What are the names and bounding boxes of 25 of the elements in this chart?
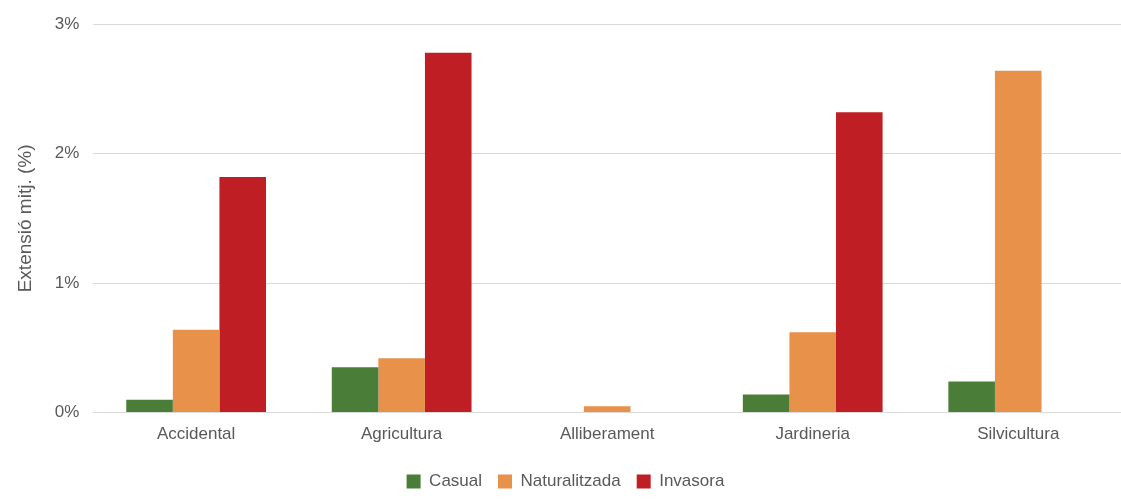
- legend-label: Naturalitzada: [520, 471, 622, 491]
- y-axis-title: Extensió mitj. (%): [13, 144, 35, 293]
- bar: [948, 381, 995, 413]
- legend-label: Casual: [429, 471, 483, 491]
- x-tick-label: Agricultura: [361, 424, 443, 444]
- bar: [378, 358, 425, 413]
- bar: [331, 367, 379, 413]
- x-tick-label: Jardineria: [775, 424, 851, 444]
- bar: [126, 399, 173, 413]
- bar: [994, 70, 1042, 413]
- y-tick-label: 0%: [54, 402, 80, 422]
- y-tick-label: 2%: [54, 143, 80, 163]
- bar: [836, 112, 883, 413]
- bar: [583, 406, 631, 413]
- legend-label: Invasora: [659, 471, 725, 491]
- bar: [789, 332, 836, 413]
- y-tick-label: 3%: [54, 13, 80, 33]
- bar: [219, 176, 267, 413]
- bar: [742, 394, 790, 413]
- bar: [172, 329, 220, 413]
- bar: [424, 52, 472, 413]
- x-tick-label: Alliberament: [559, 424, 655, 444]
- y-tick-label: 1%: [54, 272, 80, 292]
- x-tick-label: Accidental: [156, 424, 236, 444]
- x-tick-label: Silvicultura: [977, 424, 1060, 444]
